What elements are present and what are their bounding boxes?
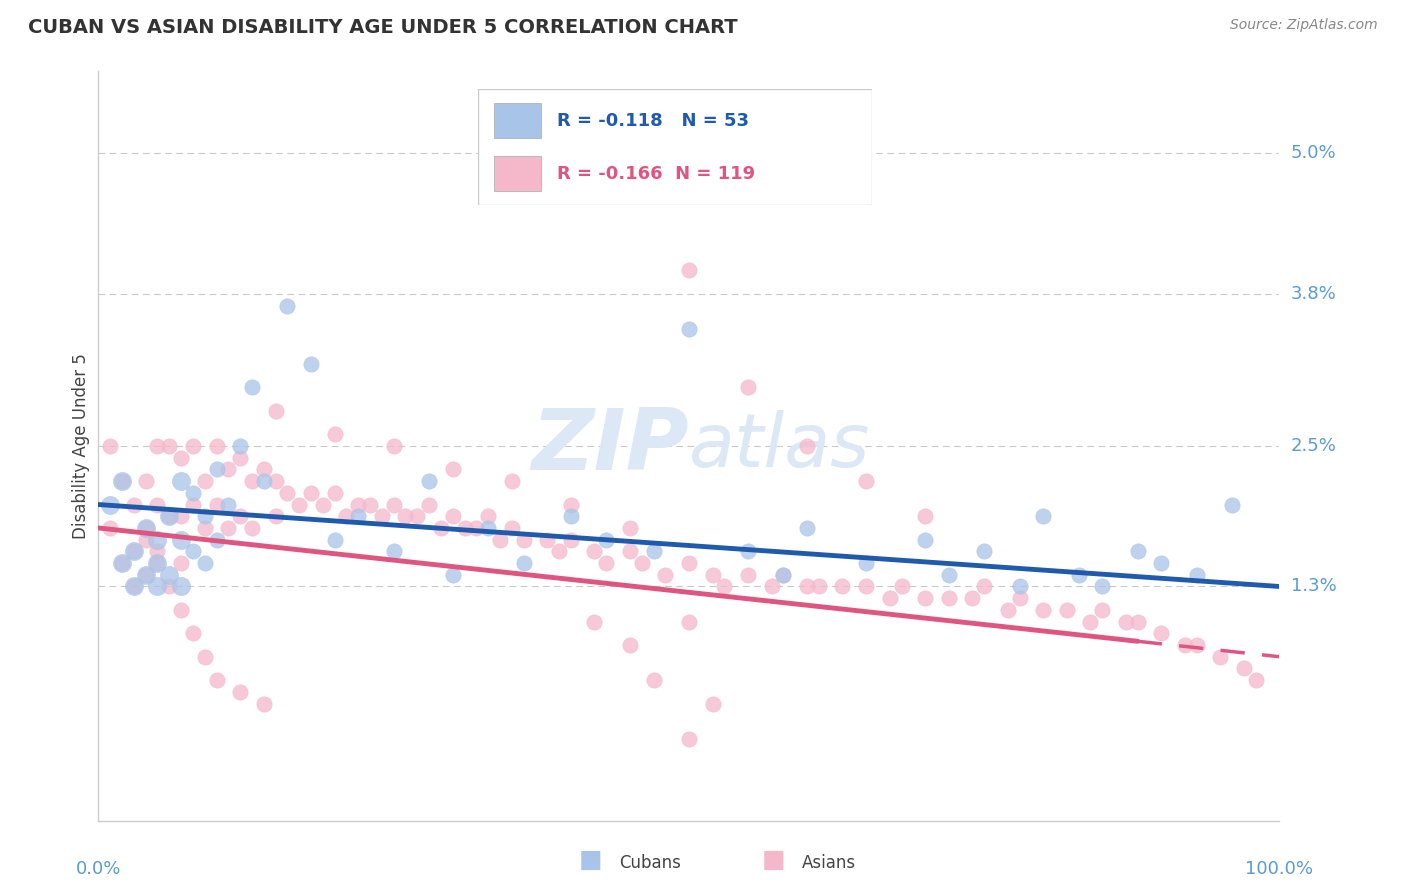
Bar — [494, 103, 541, 138]
Text: Source: ZipAtlas.com: Source: ZipAtlas.com — [1230, 18, 1378, 32]
Bar — [494, 156, 541, 191]
Text: CUBAN VS ASIAN DISABILITY AGE UNDER 5 CORRELATION CHART: CUBAN VS ASIAN DISABILITY AGE UNDER 5 CO… — [28, 18, 738, 37]
Text: 3.8%: 3.8% — [1291, 285, 1336, 302]
Text: 0.0%: 0.0% — [76, 860, 121, 878]
Text: ■: ■ — [762, 848, 785, 872]
Text: 100.0%: 100.0% — [1246, 860, 1313, 878]
Text: R = -0.166  N = 119: R = -0.166 N = 119 — [557, 165, 755, 183]
Text: atlas: atlas — [689, 410, 870, 482]
Text: 1.3%: 1.3% — [1291, 577, 1336, 596]
Y-axis label: Disability Age Under 5: Disability Age Under 5 — [72, 353, 90, 539]
Text: Asians: Asians — [801, 855, 855, 872]
Text: ZIP: ZIP — [531, 404, 689, 488]
Text: ■: ■ — [579, 848, 602, 872]
Text: 2.5%: 2.5% — [1291, 437, 1337, 455]
Text: Cubans: Cubans — [619, 855, 681, 872]
Text: R = -0.118   N = 53: R = -0.118 N = 53 — [557, 112, 749, 129]
FancyBboxPatch shape — [478, 89, 872, 205]
Text: 5.0%: 5.0% — [1291, 145, 1336, 162]
